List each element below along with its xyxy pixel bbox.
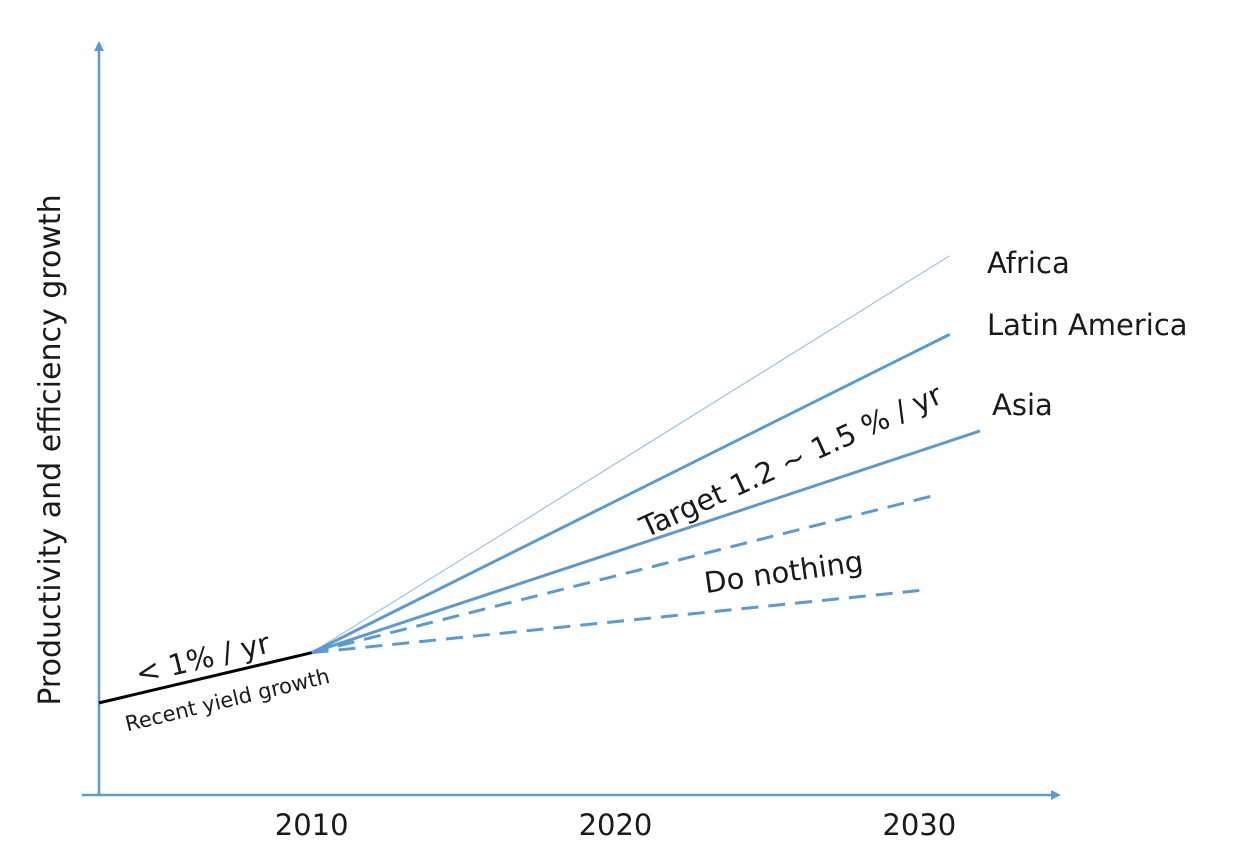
series-line-recent-yield-growth (98, 651, 313, 705)
label-target: Target 1.2 ~ 1.5 % / yr (634, 377, 948, 544)
x-tick-layer: 2010 2020 2030 (275, 808, 956, 842)
series-line-latin-america (310, 333, 951, 655)
series-layer (98, 255, 981, 705)
series-line-do-nothing-5 (311, 589, 920, 655)
x-tick-label-2020: 2020 (579, 808, 653, 842)
label-asia: Asia (992, 388, 1053, 422)
x-tick-label-2030: 2030 (882, 808, 956, 842)
axes (82, 41, 1061, 800)
series-line-africa (311, 255, 950, 654)
x-tick-label-2010: 2010 (275, 808, 349, 842)
series-line-asia (311, 429, 981, 655)
y-axis-label: Productivity and efficiency growth (33, 194, 68, 705)
label-africa: Africa (987, 246, 1070, 280)
label-do-nothing: Do nothing (702, 544, 865, 600)
label-latin-america: Latin America (987, 308, 1188, 342)
